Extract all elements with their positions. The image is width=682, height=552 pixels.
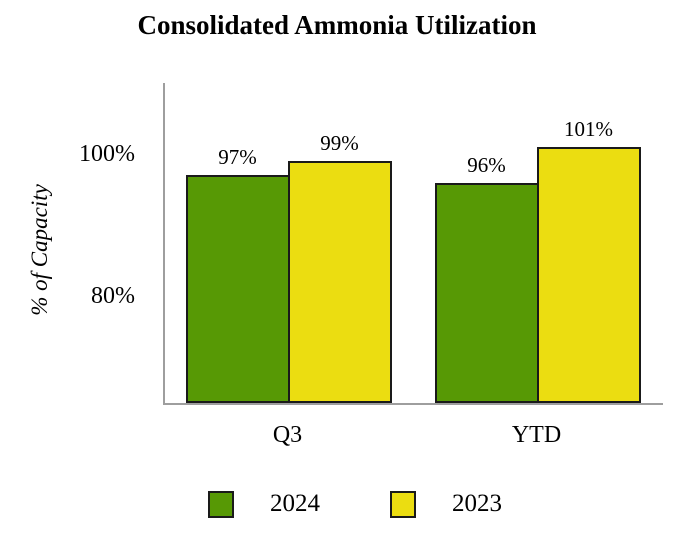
bar-2023-q3 (287, 161, 392, 403)
legend-swatch-series-2 (390, 490, 416, 518)
y-tick-label-100: 100% (79, 141, 135, 168)
bar-2024-ytd (434, 182, 539, 403)
legend: 2024 2023 (208, 490, 502, 518)
bar-value-label-2023-ytd: 101% (564, 117, 613, 141)
bar-2024-q3 (185, 175, 290, 403)
bar-value-label-2024-q3: 97% (218, 145, 257, 170)
bar-value-label-2024-ytd: 96% (467, 152, 506, 177)
y-tick-label-80: 80% (91, 283, 135, 310)
bar-value-label-2023-q3: 99% (320, 131, 359, 156)
category-label-q3: Q3 (272, 422, 303, 448)
legend-label-series-2: 2023 (452, 490, 502, 517)
legend-item-series-2: 2023 (390, 490, 502, 518)
category-label-ytd: YTD (511, 422, 562, 448)
plot-area: 97% 99% 96% 101% (163, 83, 663, 405)
legend-item-series-1: 2024 (208, 490, 320, 518)
legend-label-series-1: 2024 (270, 490, 320, 517)
legend-swatch-series-1 (208, 490, 234, 518)
bar-2023-ytd (536, 147, 641, 403)
chart-title: Consolidated Ammonia Utilization (137, 10, 537, 40)
